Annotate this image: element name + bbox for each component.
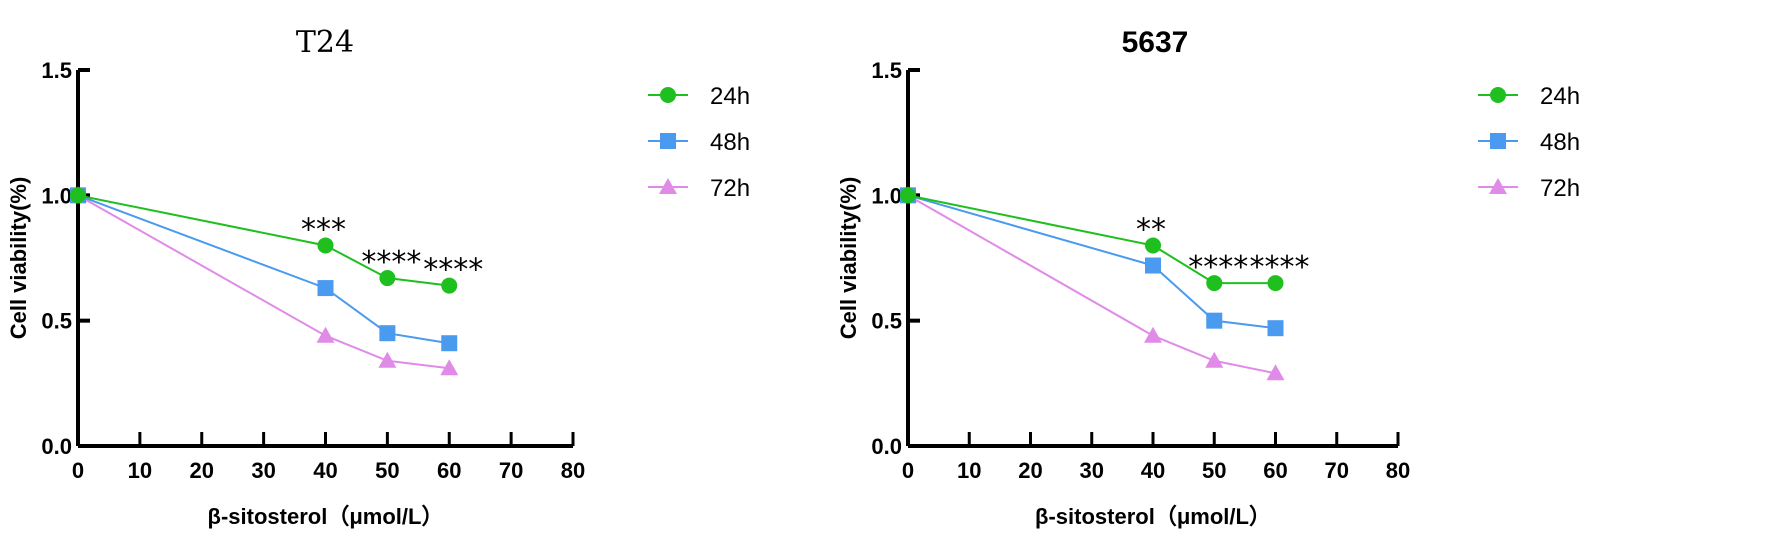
- significance-marker: ***: [301, 212, 346, 247]
- x-tick-label: 10: [128, 458, 152, 483]
- x-tick-label: 20: [190, 458, 214, 483]
- x-tick-label: 70: [1325, 458, 1349, 483]
- data-point-24h: [1206, 275, 1223, 292]
- y-tick-label: 0.5: [41, 309, 72, 334]
- y-axis-label: Cell viability(%): [836, 177, 861, 340]
- x-tick-label: 0: [902, 458, 914, 483]
- y-tick-label: 1.5: [41, 58, 72, 83]
- y-tick-label: 1.0: [41, 183, 72, 208]
- data-point-24h: [317, 237, 334, 254]
- significance-marker: ****: [423, 253, 483, 288]
- data-point-48h: [1206, 312, 1223, 329]
- chart-panel-5637: 5637 0.0 0.5 1.0 1.5 0 10 20 30 40 50 60 70 80 β-sitos…: [836, 26, 1580, 529]
- series-line-48h: [907, 194, 1276, 330]
- series-line-24h: [907, 194, 1276, 285]
- chart-title: T24: [296, 25, 354, 60]
- data-point-24h: [70, 187, 86, 204]
- legend-marker-24h: [660, 87, 676, 103]
- data-point-24h: [1145, 237, 1161, 254]
- legend-label: 48h: [1540, 129, 1580, 156]
- series-24h: [70, 187, 458, 294]
- data-point-48h: [1267, 320, 1284, 337]
- data-point-48h: [1145, 257, 1161, 274]
- x-tick-label: 60: [437, 458, 461, 483]
- legend-label: 24h: [710, 83, 750, 110]
- y-tick-label: 0.5: [871, 309, 902, 334]
- x-tick-label: 70: [499, 458, 523, 483]
- legend-label: 72h: [1540, 175, 1580, 202]
- significance-marker: ****: [1188, 250, 1248, 285]
- significance-marker: ****: [1250, 250, 1310, 285]
- x-tick-label: 50: [1202, 458, 1226, 483]
- legend-marker-72h: [659, 178, 677, 194]
- data-point-48h: [441, 335, 458, 352]
- legend-marker-72h: [1489, 178, 1507, 194]
- chart-title: 5637: [1122, 26, 1189, 59]
- series-line-48h: [77, 194, 450, 345]
- x-tick-label: 40: [1141, 458, 1165, 483]
- legend-label: 48h: [710, 129, 750, 156]
- data-point-24h: [1267, 275, 1284, 292]
- data-point-24h: [441, 277, 458, 294]
- legend-label: 72h: [710, 175, 750, 202]
- x-axis-label: β-sitosterol（μmol/L）: [208, 504, 444, 529]
- y-tick-label: 1.5: [871, 58, 902, 83]
- y-tick-label: 0.0: [871, 434, 902, 459]
- series-line-72h: [907, 194, 1276, 375]
- x-tick-label: 60: [1263, 458, 1287, 483]
- x-tick-label: 30: [251, 458, 275, 483]
- legend-marker-48h: [660, 133, 676, 149]
- chart-panel-T24: T24 0.0 0.5 1.0 1.5 0 10 20 30 40 50 60 70 80 β-sitost…: [6, 25, 750, 529]
- legend-marker-48h: [1490, 133, 1506, 149]
- y-tick-label: 1.0: [871, 183, 902, 208]
- data-point-24h: [379, 270, 396, 287]
- data-point-72h: [1205, 351, 1224, 368]
- y-axis-label: Cell viability(%): [6, 177, 31, 340]
- x-tick-label: 80: [1386, 458, 1410, 483]
- x-tick-label: 40: [313, 458, 337, 483]
- data-point-72h: [1266, 364, 1285, 381]
- data-point-72h: [378, 351, 397, 368]
- legend-marker-24h: [1490, 87, 1506, 103]
- data-point-48h: [317, 280, 334, 297]
- data-point-72h: [440, 359, 459, 376]
- series-24h: [900, 187, 1284, 292]
- legend-label: 24h: [1540, 83, 1580, 110]
- series-line-24h: [77, 194, 450, 287]
- x-tick-label: 20: [1018, 458, 1042, 483]
- data-point-72h: [316, 326, 335, 343]
- x-tick-label: 50: [375, 458, 399, 483]
- significance-marker: **: [1136, 212, 1166, 247]
- x-tick-label: 10: [957, 458, 981, 483]
- x-tick-label: 0: [72, 458, 84, 483]
- data-point-48h: [379, 325, 396, 342]
- data-point-24h: [900, 187, 916, 204]
- x-tick-label: 80: [561, 458, 585, 483]
- significance-marker: ****: [361, 245, 421, 280]
- series-line-72h: [77, 194, 450, 370]
- x-tick-label: 30: [1080, 458, 1104, 483]
- data-point-72h: [1144, 326, 1162, 343]
- y-tick-label: 0.0: [41, 434, 72, 459]
- x-axis-label: β-sitosterol（μmol/L）: [1035, 504, 1271, 529]
